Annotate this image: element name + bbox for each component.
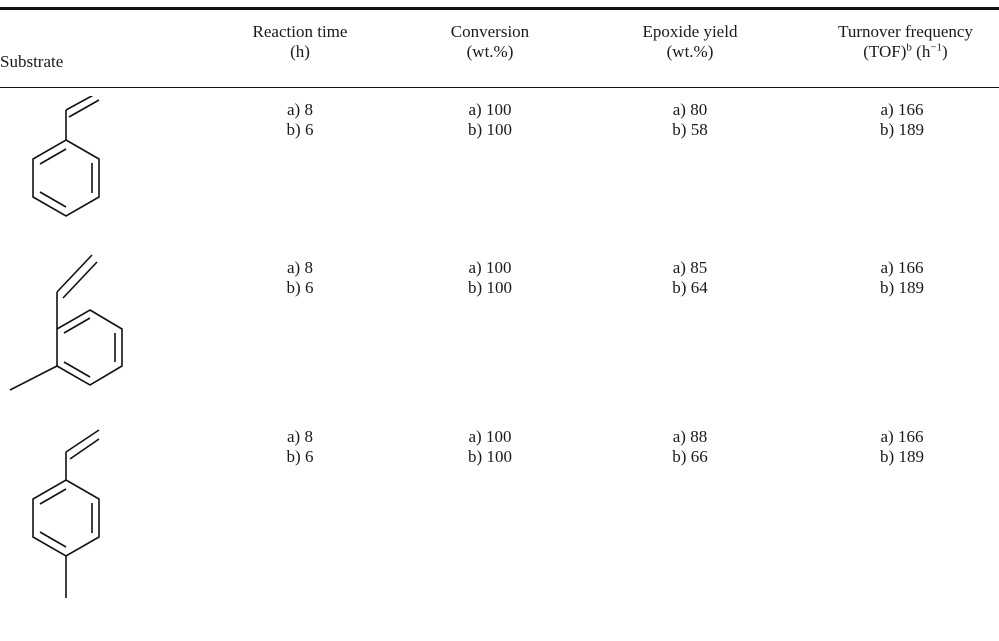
tof-unit-close: ) — [942, 42, 948, 61]
row3-epoxide-yield-a: a) 88 — [672, 427, 708, 446]
row2-epoxide-yield: a) 85 b) 64 — [630, 258, 750, 298]
row3-conversion: a) 100 b) 100 — [430, 427, 550, 467]
row3-tof: a) 166 b) 189 — [842, 427, 962, 467]
row3-reaction-time-b: b) 6 — [286, 447, 314, 466]
styrene-structure-icon — [32, 96, 100, 217]
row3-reaction-time: a) 8 b) 6 — [240, 427, 360, 467]
table-top-rule — [0, 7, 999, 10]
row3-reaction-time-a: a) 8 — [287, 427, 313, 446]
row1-conversion: a) 100 b) 100 — [430, 100, 550, 140]
row1-conversion-b: b) 100 — [468, 120, 512, 139]
header-conversion: Conversion (wt.%) — [400, 22, 580, 62]
tof-abbrev: (TOF) — [863, 42, 907, 61]
row1-tof: a) 166 b) 189 — [842, 100, 962, 140]
row2-epoxide-yield-a: a) 85 — [672, 258, 708, 277]
row2-tof-b: b) 189 — [880, 278, 924, 297]
4-methylstyrene-structure-icon — [32, 429, 100, 598]
row3-epoxide-yield-b: b) 66 — [672, 447, 708, 466]
row2-conversion-b: b) 100 — [468, 278, 512, 297]
row1-epoxide-yield: a) 80 b) 58 — [630, 100, 750, 140]
row2-reaction-time: a) 8 b) 6 — [240, 258, 360, 298]
row1-reaction-time: a) 8 b) 6 — [240, 100, 360, 140]
row1-conversion-a: a) 100 — [468, 100, 512, 119]
row3-conversion-b: b) 100 — [468, 447, 512, 466]
header-reaction-time: Reaction time (h) — [210, 22, 390, 62]
row3-conversion-a: a) 100 — [468, 427, 512, 446]
header-substrate: Substrate — [0, 52, 64, 71]
row1-reaction-time-b: b) 6 — [286, 120, 314, 139]
row2-conversion: a) 100 b) 100 — [430, 258, 550, 298]
header-reaction-time-line1: Reaction time — [252, 22, 348, 41]
header-epoxide-yield-line2: (wt.%) — [666, 42, 714, 61]
header-epoxide-yield-line1: Epoxide yield — [642, 22, 738, 41]
row2-reaction-time-b: b) 6 — [286, 278, 314, 297]
row3-tof-a: a) 166 — [880, 427, 924, 446]
row2-epoxide-yield-b: b) 64 — [672, 278, 708, 297]
row3-tof-b: b) 189 — [880, 447, 924, 466]
row1-tof-b: b) 189 — [880, 120, 924, 139]
row1-epoxide-yield-a: a) 80 — [672, 100, 708, 119]
row2-reaction-time-a: a) 8 — [287, 258, 313, 277]
row1-tof-a: a) 166 — [880, 100, 924, 119]
row1-reaction-time-a: a) 8 — [287, 100, 313, 119]
header-conversion-line2: (wt.%) — [466, 42, 514, 61]
tof-footnote-mark: b — [906, 41, 912, 54]
row2-tof-a: a) 166 — [880, 258, 924, 277]
tof-unit-open: (h — [911, 42, 931, 61]
header-conversion-line1: Conversion — [450, 22, 530, 41]
header-reaction-time-line2: (h) — [290, 42, 310, 61]
row1-epoxide-yield-b: b) 58 — [672, 120, 708, 139]
row2-conversion-a: a) 100 — [468, 258, 512, 277]
header-tof-line2: (TOF)b (h−1) — [812, 42, 999, 62]
header-tof: Turnover frequency (TOF)b (h−1) — [812, 22, 999, 62]
row2-tof: a) 166 b) 189 — [842, 258, 962, 298]
header-epoxide-yield: Epoxide yield (wt.%) — [600, 22, 780, 62]
3-methylstyrene-structure-icon — [9, 254, 123, 391]
header-tof-line1: Turnover frequency — [838, 22, 973, 41]
row3-epoxide-yield: a) 88 b) 66 — [630, 427, 750, 467]
table-header-rule — [0, 87, 999, 88]
tof-unit-exponent: −1 — [930, 41, 943, 54]
